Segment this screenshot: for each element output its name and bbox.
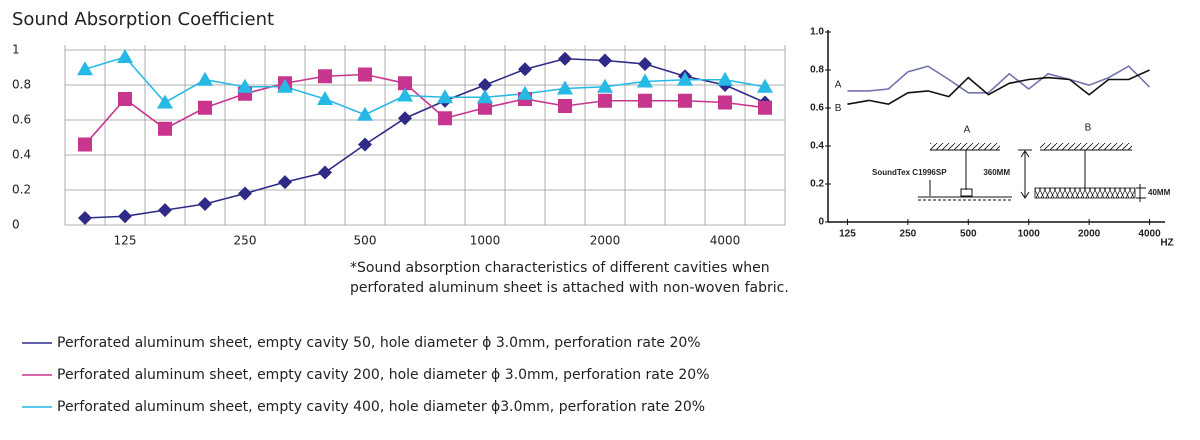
marker — [678, 93, 692, 108]
marker — [197, 71, 213, 86]
marker — [638, 93, 652, 108]
marker — [638, 57, 652, 71]
series-line — [84, 57, 766, 219]
diagram-label: 40MM — [1148, 188, 1171, 197]
marker — [397, 87, 413, 102]
diagram-label: B — [1085, 123, 1092, 134]
y-tick-label: 0.8 — [810, 65, 824, 76]
x-tick-label: 250 — [900, 229, 917, 240]
marker — [757, 78, 773, 93]
x-tick-label: 250 — [234, 234, 257, 248]
marker — [117, 49, 133, 63]
marker — [238, 186, 252, 201]
marker — [637, 73, 653, 88]
marker — [718, 95, 732, 110]
legend-label: Perforated aluminum sheet, empty cavity … — [57, 399, 705, 415]
x-axis-label: HZ — [1160, 238, 1173, 249]
marker — [277, 78, 293, 93]
marker — [357, 106, 373, 121]
marker — [78, 137, 92, 152]
note: perforated aluminum sheet is attached wi… — [350, 280, 789, 296]
marker — [158, 121, 172, 136]
marker — [598, 53, 612, 68]
marker — [717, 71, 733, 86]
y-tick-label: 0 — [818, 217, 824, 228]
marker — [518, 62, 532, 77]
marker — [517, 85, 533, 100]
marker — [198, 100, 212, 115]
marker — [237, 78, 253, 93]
y-tick-label: 0.4 — [810, 141, 824, 152]
marker — [558, 51, 572, 66]
marker — [158, 203, 172, 218]
legend-label: Perforated aluminum sheet, empty cavity … — [57, 367, 710, 383]
x-tick-label: 2000 — [590, 234, 621, 248]
marker — [318, 165, 332, 180]
x-tick-label: 500 — [354, 234, 377, 248]
series-label: A — [835, 80, 842, 91]
y-tick-label: 0 — [12, 218, 20, 232]
diagram-label: SoundTex C1996SP — [872, 168, 947, 177]
marker — [398, 111, 412, 126]
diagram — [918, 143, 1146, 202]
x-tick-label: 1000 — [470, 234, 501, 248]
y-tick-label: 0.8 — [12, 78, 31, 92]
marker — [318, 69, 332, 84]
diagram-label: 360MM — [983, 168, 1010, 177]
x-tick-label: 125 — [839, 229, 856, 240]
marker — [398, 76, 412, 91]
y-tick-label: 0.4 — [12, 148, 31, 162]
marker — [478, 100, 492, 115]
y-tick-label: 0.6 — [810, 103, 824, 114]
x-tick-label: 2000 — [1078, 229, 1101, 240]
series-line — [847, 65, 1151, 94]
marker — [198, 197, 212, 211]
x-tick-label: 125 — [114, 234, 137, 248]
marker — [317, 91, 333, 105]
marker — [677, 71, 693, 86]
y-tick-label: 1 — [12, 43, 20, 57]
y-tick-label: 0.2 — [810, 179, 824, 190]
marker — [758, 100, 772, 115]
marker — [557, 80, 573, 95]
marker — [78, 211, 92, 225]
y-tick-label: 0.6 — [12, 113, 31, 127]
y-tick-label: 0.2 — [12, 183, 31, 197]
marker — [358, 67, 372, 82]
marker — [597, 78, 613, 93]
x-tick-label: 4000 — [1138, 229, 1161, 240]
note: *Sound absorption characteristics of dif… — [350, 260, 770, 276]
marker — [157, 94, 173, 109]
y-tick-label: 1.0 — [810, 27, 824, 38]
marker — [118, 92, 132, 106]
marker — [478, 78, 492, 92]
x-tick-label: 500 — [960, 229, 977, 240]
series-line — [847, 69, 1150, 106]
x-tick-label: 1000 — [1018, 229, 1041, 240]
marker — [118, 209, 132, 224]
marker — [438, 111, 452, 126]
diagram-label: A — [964, 125, 971, 136]
x-tick-label: 4000 — [710, 234, 741, 248]
marker — [477, 89, 493, 104]
chart-title: Sound Absorption Coefficient — [12, 9, 274, 30]
marker — [358, 137, 372, 152]
marker — [278, 175, 292, 190]
marker — [77, 61, 93, 76]
legend-label: Perforated aluminum sheet, empty cavity … — [57, 335, 701, 351]
marker — [558, 99, 572, 113]
marker — [437, 89, 453, 104]
marker — [598, 93, 612, 108]
series-label: B — [835, 103, 842, 114]
